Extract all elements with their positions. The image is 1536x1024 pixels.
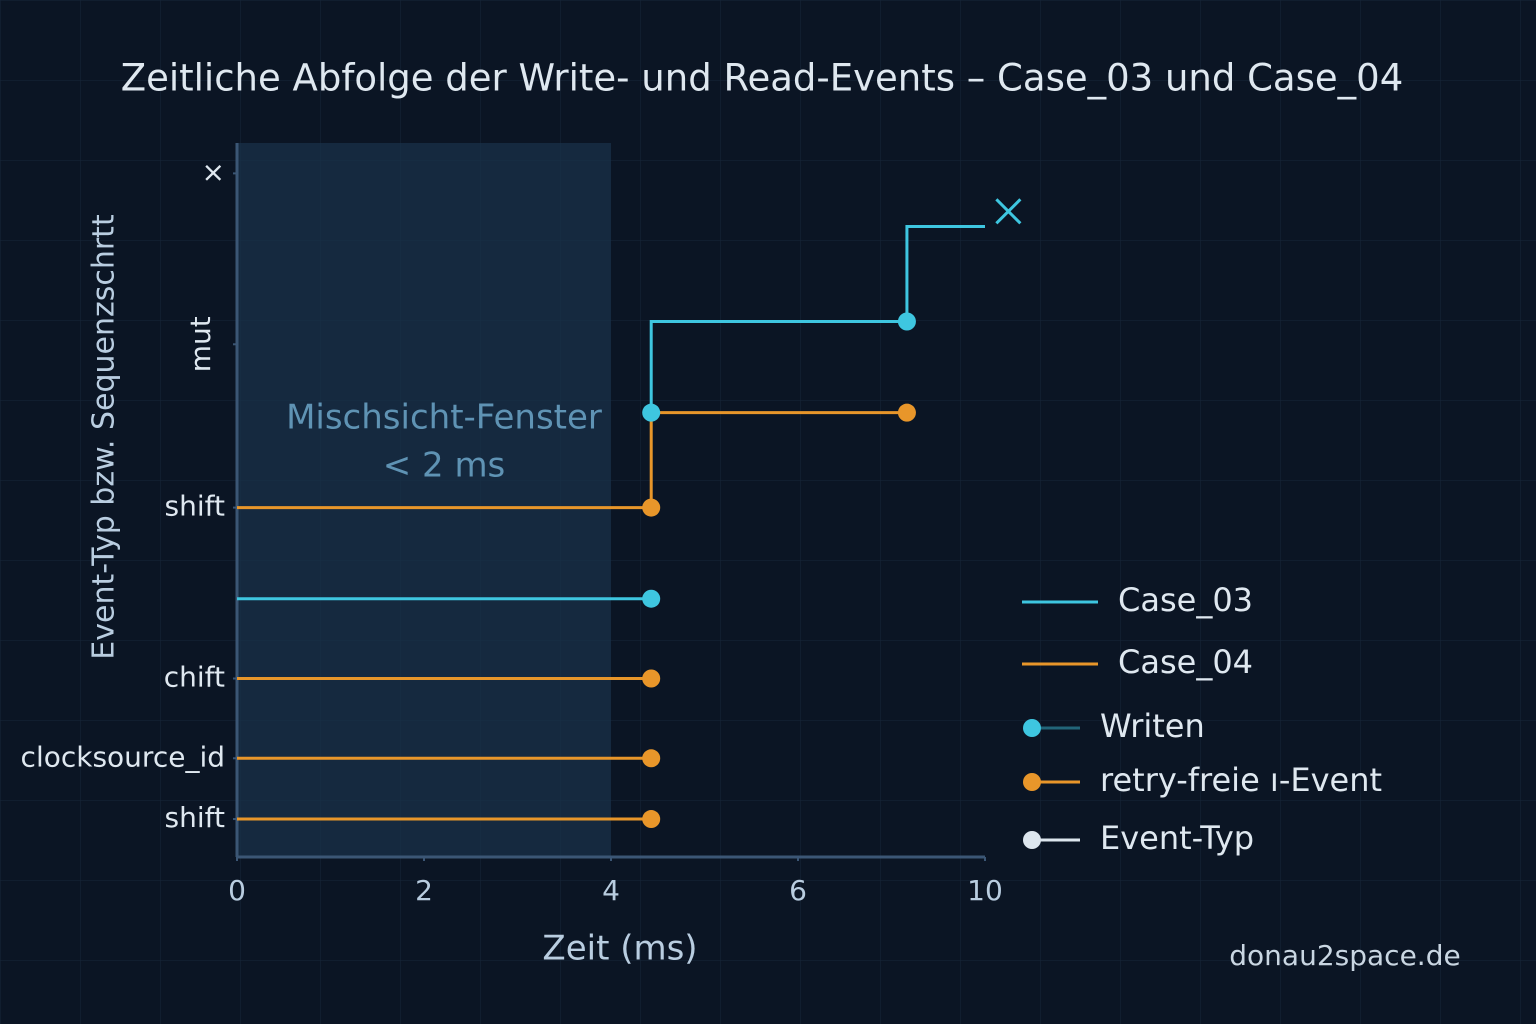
series-marker bbox=[642, 403, 661, 422]
y-tick-label: mut bbox=[184, 316, 217, 372]
legend-label: Writen bbox=[1100, 707, 1205, 745]
legend-label: Case_03 bbox=[1118, 581, 1253, 619]
legend-swatch bbox=[1023, 719, 1041, 737]
legend-label: Case_04 bbox=[1118, 643, 1253, 681]
series-marker bbox=[642, 498, 661, 517]
x-tick-label: 0 bbox=[228, 874, 246, 907]
legend-label: Event-Typ bbox=[1100, 819, 1254, 857]
watermark: donau2space.de bbox=[1229, 939, 1460, 972]
series-line bbox=[237, 411, 907, 821]
x-tick-label: 2 bbox=[415, 874, 433, 907]
window-shade bbox=[237, 143, 611, 857]
y-tick-label: chift bbox=[164, 661, 225, 694]
chart-title: Zeitliche Abfolge der Write- und Read-Ev… bbox=[121, 57, 1403, 100]
y-tick-label: clocksource_id bbox=[21, 740, 225, 773]
legend-swatch bbox=[1023, 831, 1041, 849]
x-tick-label: 6 bbox=[789, 874, 807, 907]
x-tick-label: 4 bbox=[602, 874, 620, 907]
end-marker bbox=[995, 198, 1022, 225]
series-marker bbox=[897, 312, 916, 331]
y-tick-label: × bbox=[202, 155, 225, 188]
y-axis-label: Event-Typ bzw. Sequenzschrtt bbox=[87, 214, 122, 660]
series-marker bbox=[642, 749, 661, 768]
x-tick-label: 10 bbox=[967, 874, 1003, 907]
series-marker bbox=[642, 810, 661, 829]
window-label: Mischsicht-Fenster bbox=[286, 398, 602, 438]
y-tick-label: shift bbox=[165, 490, 225, 523]
legend-swatch bbox=[1023, 773, 1041, 791]
y-tick-label: shift bbox=[165, 801, 225, 834]
legend-label: retry-freie ı-Event bbox=[1100, 761, 1382, 799]
x-axis-label: Zeit (ms) bbox=[542, 929, 697, 969]
window-label: < 2 ms bbox=[383, 446, 506, 486]
series-marker bbox=[642, 669, 661, 688]
series-marker bbox=[897, 403, 916, 422]
series-marker bbox=[642, 589, 661, 608]
